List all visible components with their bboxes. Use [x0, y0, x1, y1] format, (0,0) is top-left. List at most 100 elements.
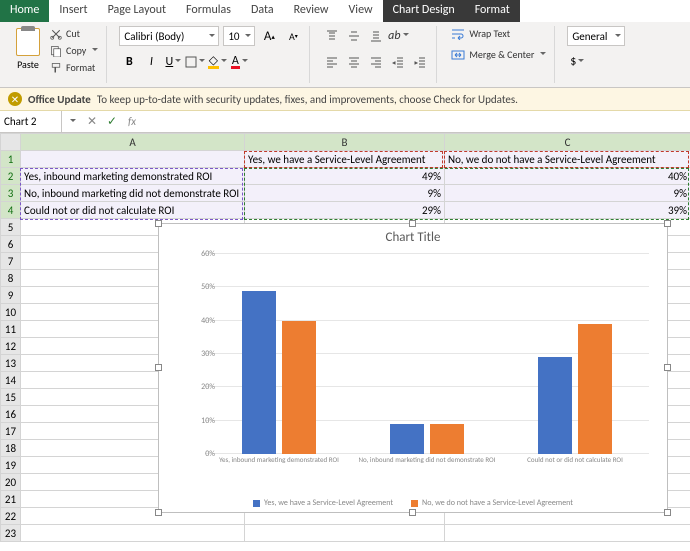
cell[interactable]: 9% [445, 185, 690, 202]
bar[interactable] [242, 291, 276, 454]
close-icon[interactable]: ✕ [8, 92, 22, 106]
cell[interactable]: 9% [245, 185, 445, 202]
row-header-18[interactable]: 18 [1, 440, 21, 457]
align-top-button[interactable] [322, 26, 342, 46]
row-header-22[interactable]: 22 [1, 508, 21, 525]
row-header-2[interactable]: 2 [1, 168, 21, 185]
row-header-7[interactable]: 7 [1, 253, 21, 270]
bar[interactable] [390, 424, 424, 454]
number-format-select[interactable]: General [567, 26, 625, 46]
cell[interactable]: Yes, we have a Service-Level Agreement [245, 151, 445, 168]
tab-view[interactable]: View [339, 0, 383, 22]
cell[interactable]: No, inbound marketing did not demonstrat… [21, 185, 245, 202]
row-header-17[interactable]: 17 [1, 423, 21, 440]
row-header-1[interactable]: 1 [1, 151, 21, 168]
cell[interactable] [21, 525, 245, 542]
col-header-C[interactable]: C [445, 134, 690, 151]
tab-review[interactable]: Review [284, 0, 339, 22]
row-header-21[interactable]: 21 [1, 491, 21, 508]
font-name-select[interactable]: Calibri (Body) [119, 26, 219, 46]
row-header-3[interactable]: 3 [1, 185, 21, 202]
tab-home[interactable]: Home [0, 0, 49, 22]
bar[interactable] [538, 357, 572, 454]
font-size-select[interactable]: 10 [223, 26, 255, 46]
cell[interactable] [21, 151, 245, 168]
row-header-9[interactable]: 9 [1, 287, 21, 304]
enter-formula-button[interactable]: ✓ [102, 111, 122, 132]
cell[interactable]: 39% [445, 202, 690, 219]
cut-button[interactable]: Cut [48, 26, 100, 41]
row-header-5[interactable]: 5 [1, 219, 21, 236]
tab-page-layout[interactable]: Page Layout [98, 0, 176, 22]
paintbrush-icon [50, 62, 62, 74]
merge-center-button[interactable]: Merge & Center [449, 47, 548, 62]
row-header-11[interactable]: 11 [1, 321, 21, 338]
shrink-font-button[interactable]: A▾ [283, 26, 303, 46]
row-header-14[interactable]: 14 [1, 372, 21, 389]
chart-object[interactable]: Chart Title Yes, we have a Service-Level… [158, 223, 668, 513]
format-painter-button[interactable]: Format [48, 60, 100, 75]
borders-button[interactable] [185, 52, 205, 72]
paste-button[interactable]: Paste [12, 26, 44, 75]
wrap-text-button[interactable]: Wrap Text [449, 26, 548, 41]
cell[interactable]: 29% [245, 202, 445, 219]
row-header-20[interactable]: 20 [1, 474, 21, 491]
row-header-12[interactable]: 12 [1, 338, 21, 355]
row-header-6[interactable]: 6 [1, 236, 21, 253]
chart-title[interactable]: Chart Title [159, 224, 667, 247]
currency-button[interactable]: $ [567, 52, 587, 72]
cell[interactable] [245, 525, 445, 542]
x-tick-label: Could not or did not calculate ROI [501, 456, 649, 464]
tab-insert[interactable]: Insert [49, 0, 97, 22]
align-right-button[interactable] [366, 52, 386, 72]
tab-data[interactable]: Data [241, 0, 284, 22]
decrease-indent-button[interactable] [388, 52, 408, 72]
bar[interactable] [578, 324, 612, 454]
cell[interactable]: Yes, inbound marketing demonstrated ROI [21, 168, 245, 185]
fill-color-button[interactable]: ◇ [207, 52, 227, 72]
ribbon: Paste Cut Copy Format Calibri (Body) [0, 22, 690, 88]
row-header-16[interactable]: 16 [1, 406, 21, 423]
font-color-button[interactable]: A [229, 52, 249, 72]
align-center-button[interactable] [344, 52, 364, 72]
align-middle-button[interactable] [344, 26, 364, 46]
cell[interactable]: Could not or did not calculate ROI [21, 202, 245, 219]
cell[interactable]: No, we do not have a Service-Level Agree… [445, 151, 690, 168]
bar[interactable] [430, 424, 464, 454]
name-box[interactable]: Chart 2 [0, 111, 62, 132]
cell[interactable]: 40% [445, 168, 690, 185]
copy-icon [50, 45, 62, 57]
tab-format[interactable]: Format [465, 0, 520, 22]
increase-indent-button[interactable] [410, 52, 430, 72]
fx-button[interactable]: fx [122, 111, 142, 132]
col-header-B[interactable]: B [245, 134, 445, 151]
row-header-10[interactable]: 10 [1, 304, 21, 321]
border-icon [185, 56, 197, 68]
select-all-corner[interactable] [1, 134, 21, 151]
align-bottom-icon [370, 30, 382, 42]
row-header-23[interactable]: 23 [1, 525, 21, 542]
orientation-button[interactable]: ab [388, 26, 408, 46]
tab-formulas[interactable]: Formulas [176, 0, 241, 22]
name-box-dropdown[interactable] [62, 111, 82, 132]
underline-button[interactable]: U [163, 52, 183, 72]
copy-button[interactable]: Copy [48, 43, 100, 58]
grow-font-button[interactable]: A▴ [259, 26, 279, 46]
row-header-19[interactable]: 19 [1, 457, 21, 474]
cancel-formula-button[interactable]: ✕ [82, 111, 102, 132]
row-header-15[interactable]: 15 [1, 389, 21, 406]
row-header-8[interactable]: 8 [1, 270, 21, 287]
alignment-group: ab [316, 26, 437, 83]
align-bottom-button[interactable] [366, 26, 386, 46]
row-header-4[interactable]: 4 [1, 202, 21, 219]
bar[interactable] [282, 321, 316, 454]
align-left-button[interactable] [322, 52, 342, 72]
italic-button[interactable]: I [141, 52, 161, 72]
col-header-A[interactable]: A [21, 134, 245, 151]
cell[interactable] [445, 525, 690, 542]
cell[interactable]: 49% [245, 168, 445, 185]
row-header-13[interactable]: 13 [1, 355, 21, 372]
legend-item: No, we do not have a Service-Level Agree… [411, 498, 573, 508]
tab-chart-design[interactable]: Chart Design [383, 0, 465, 22]
bold-button[interactable]: B [119, 52, 139, 72]
